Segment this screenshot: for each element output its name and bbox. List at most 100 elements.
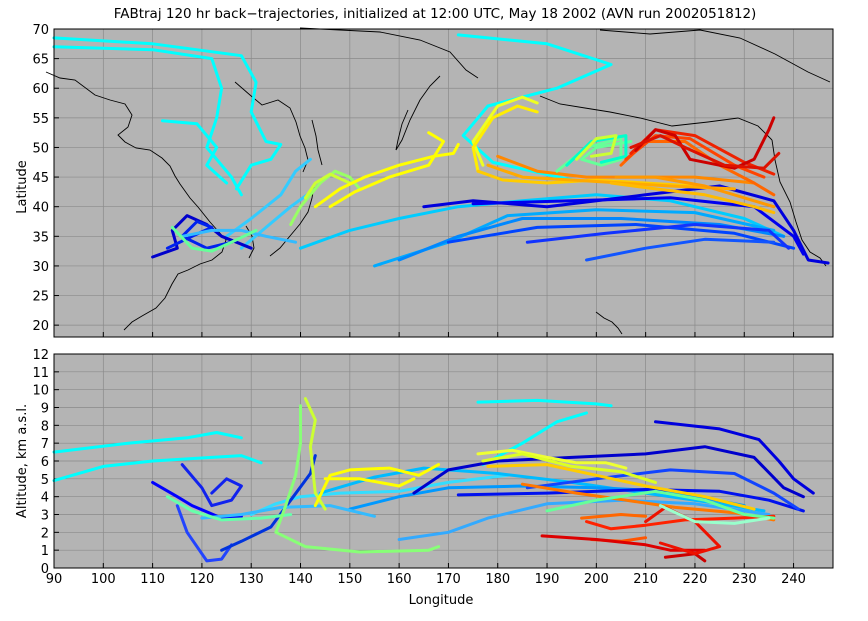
trajectory-line bbox=[446, 223, 796, 250]
x-tick-label: 150 bbox=[337, 572, 362, 587]
y-tick-label: 11 bbox=[32, 366, 49, 381]
y-tick-label: 1 bbox=[41, 544, 49, 559]
y-tick-label: 65 bbox=[32, 53, 49, 68]
y-tick-label: 25 bbox=[32, 290, 49, 305]
latitude-axis-label: Latitude bbox=[15, 160, 30, 214]
y-tick-label: 60 bbox=[32, 82, 49, 97]
x-tick-label: 160 bbox=[387, 572, 412, 587]
coastline-kamchatka bbox=[395, 75, 441, 151]
trajectory-line bbox=[481, 452, 657, 484]
x-tick-label: 140 bbox=[288, 572, 313, 587]
trajectory-line bbox=[525, 223, 791, 250]
trajectory-line bbox=[175, 504, 233, 563]
y-tick-label: 12 bbox=[32, 348, 49, 363]
x-tick-label: 230 bbox=[732, 572, 757, 587]
y-tick-label: 35 bbox=[32, 230, 49, 245]
trajectory-line bbox=[624, 134, 766, 179]
coastline-siberia bbox=[299, 27, 479, 79]
trajectory-line bbox=[323, 477, 416, 488]
trajectory-line bbox=[397, 498, 771, 541]
trajectory-line bbox=[313, 143, 460, 209]
y-tick-label: 10 bbox=[32, 384, 49, 399]
trajectory-line bbox=[412, 445, 805, 499]
trajectory-line bbox=[481, 411, 588, 467]
trajectory-line bbox=[585, 237, 776, 262]
trajectory-line bbox=[476, 398, 613, 408]
coastline-alaska bbox=[599, 29, 831, 83]
trajectory-line bbox=[525, 468, 800, 511]
map-background bbox=[54, 29, 833, 337]
trajectory-line bbox=[486, 163, 736, 191]
altitude-trajectory-lines bbox=[52, 397, 815, 563]
trajectory-line bbox=[180, 228, 298, 244]
trajectory-line bbox=[496, 154, 756, 185]
x-tick-label: 130 bbox=[239, 572, 264, 587]
trajectory-line bbox=[614, 175, 776, 209]
coastline-north-america bbox=[771, 139, 827, 267]
y-tick-label: 6 bbox=[41, 455, 49, 470]
trajectory-line bbox=[180, 463, 243, 508]
trajectory-line bbox=[644, 505, 722, 556]
trajectory-line bbox=[585, 514, 776, 531]
y-tick-label: 8 bbox=[41, 419, 49, 434]
x-tick-label: 170 bbox=[436, 572, 461, 587]
x-tick-label: 220 bbox=[683, 572, 708, 587]
x-tick-label: 210 bbox=[633, 572, 658, 587]
x-tick-label: 240 bbox=[781, 572, 806, 587]
trajectory-line bbox=[476, 448, 628, 470]
y-tick-label: 50 bbox=[32, 141, 49, 156]
coastline-sakhalin bbox=[311, 119, 323, 166]
trajectory-line bbox=[486, 463, 756, 511]
trajectory-line bbox=[471, 196, 805, 256]
trajectory-line bbox=[220, 454, 317, 552]
trajectory-line bbox=[170, 225, 258, 253]
trajectory-line bbox=[165, 220, 233, 250]
x-tick-label: 200 bbox=[584, 572, 609, 587]
trajectory-line bbox=[471, 95, 539, 167]
x-tick-label: 120 bbox=[189, 572, 214, 587]
trajectory-line bbox=[52, 431, 243, 454]
trajectory-line bbox=[151, 480, 243, 520]
trajectory-line bbox=[575, 134, 618, 161]
trajectory-line bbox=[658, 504, 771, 525]
coastline-hawaii bbox=[595, 311, 623, 335]
trajectory-line bbox=[239, 187, 317, 250]
trajectory-line bbox=[654, 420, 815, 495]
trajectory-line bbox=[328, 131, 445, 209]
trajectory-line bbox=[634, 116, 776, 170]
trajectory-line bbox=[200, 504, 376, 520]
y-tick-label: 5 bbox=[41, 473, 49, 488]
y-tick-label: 55 bbox=[32, 112, 49, 127]
y-tick-label: 9 bbox=[41, 402, 49, 417]
y-tick-label: 20 bbox=[32, 319, 49, 334]
y-tick-label: 2 bbox=[41, 526, 49, 541]
y-tick-label: 4 bbox=[41, 491, 49, 506]
coastline-aleutians bbox=[539, 95, 773, 141]
x-tick-label: 100 bbox=[91, 572, 116, 587]
trajectory-line bbox=[456, 488, 805, 513]
trajectory-line bbox=[609, 181, 776, 215]
latitude-map-panel: 20 25 30 35 40 45 50 55 60 65 70 Latitude bbox=[15, 23, 834, 338]
coastline-asia bbox=[45, 71, 227, 331]
latitude-tick-labels: 20 25 30 35 40 45 50 55 60 65 70 bbox=[32, 23, 49, 334]
y-tick-label: 45 bbox=[32, 171, 49, 186]
coastline-north-asia bbox=[234, 81, 309, 173]
trajectory-line bbox=[545, 489, 776, 520]
y-tick-label: 40 bbox=[32, 201, 49, 216]
trajectory-line bbox=[52, 454, 263, 483]
coastlines bbox=[45, 27, 831, 335]
coastline-japan bbox=[269, 185, 315, 257]
y-tick-label: 0 bbox=[41, 562, 49, 577]
longitude-tick-labels: 90 100 110 120 130 140 150 160 170 180 190 200 210 22… bbox=[46, 572, 806, 587]
trajectory-line bbox=[52, 36, 283, 191]
trajectory-line bbox=[52, 45, 243, 197]
map-frame bbox=[53, 28, 834, 338]
trajectory-line bbox=[161, 119, 229, 185]
y-tick-label: 3 bbox=[41, 509, 49, 524]
y-tick-label: 7 bbox=[41, 437, 49, 452]
trajectory-line bbox=[629, 134, 781, 170]
trajectory-line bbox=[471, 104, 539, 173]
